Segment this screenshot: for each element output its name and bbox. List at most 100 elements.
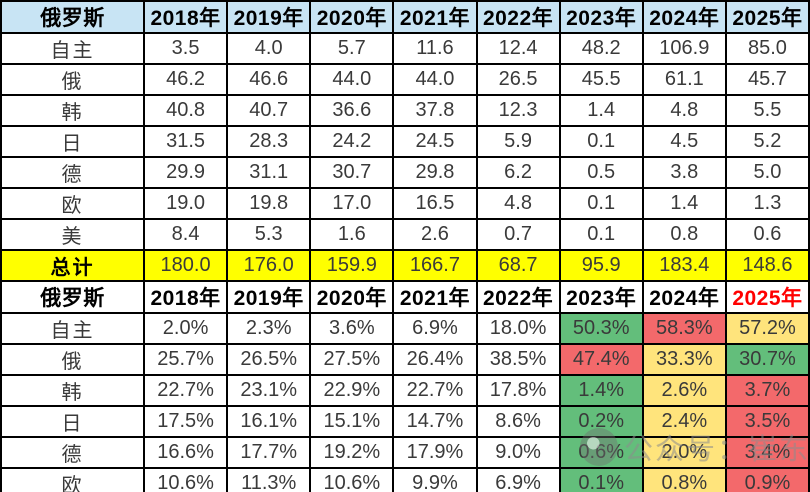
table-row: 德 16.6% 17.7% 19.2% 17.9% 9.0% 0.6% 2.0% 3.4%: [0, 436, 810, 469]
value-cell: 11.3%: [226, 467, 312, 492]
value-cell: 22.9%: [309, 374, 395, 407]
value-cell: 5.9: [475, 125, 561, 158]
year-column-header: 2024年: [641, 0, 727, 34]
value-cell: 6.9%: [475, 467, 561, 492]
year-column-header: 2021年: [392, 0, 478, 34]
value-cell: 26.5%: [226, 343, 312, 376]
value-cell: 2.4%: [641, 405, 727, 438]
year-column-header: 2024年: [641, 280, 727, 314]
value-cell: 0.1: [558, 187, 644, 220]
value-cell: 8.4: [142, 218, 229, 251]
value-cell: 24.5: [392, 125, 478, 158]
year-column-header: 2025年: [724, 280, 810, 314]
value-cell: 5.7: [309, 32, 395, 65]
value-cell: 17.7%: [226, 436, 312, 469]
row-label: 美: [0, 218, 145, 251]
value-cell: 47.4%: [558, 343, 644, 376]
year-column-header: 2020年: [309, 0, 395, 34]
value-cell: 0.1%: [558, 467, 644, 492]
year-column-header: 2018年: [142, 280, 229, 314]
value-cell: 9.9%: [392, 467, 478, 492]
table-row: 德 29.9 31.1 30.7 29.8 6.2 0.5 3.8 5.0: [0, 156, 810, 189]
value-cell: 0.5: [558, 156, 644, 189]
value-cell: 37.8: [392, 94, 478, 127]
table-row: 欧 10.6% 11.3% 10.6% 9.9% 6.9% 0.1% 0.8% 0.9%: [0, 467, 810, 492]
value-cell: 3.7%: [724, 374, 810, 407]
year-column-header: 2022年: [475, 0, 561, 34]
row-label: 总计: [0, 249, 145, 282]
value-cell: 0.1: [558, 125, 644, 158]
year-column-header: 2021年: [392, 280, 478, 314]
value-cell: 45.7: [724, 63, 810, 96]
value-cell: 30.7: [309, 156, 395, 189]
year-column-header: 2025年: [724, 0, 810, 34]
header-row: 俄罗斯 2018年 2019年 2020年 2021年 2022年 2023年 2024年 20…: [0, 0, 810, 34]
value-cell: 176.0: [226, 249, 312, 282]
value-cell: 44.0: [309, 63, 395, 96]
table-row: 自主 2.0% 2.3% 3.6% 6.9% 18.0% 50.3% 58.3% 57.2%: [0, 312, 810, 345]
table-row: 总计 180.0 176.0 159.9 166.7 68.7 95.9 183.4 148.6: [0, 249, 810, 282]
value-cell: 95.9: [558, 249, 644, 282]
value-cell: 23.1%: [226, 374, 312, 407]
value-cell: 24.2: [309, 125, 395, 158]
value-cell: 17.5%: [142, 405, 229, 438]
value-cell: 18.0%: [475, 312, 561, 345]
value-cell: 5.5: [724, 94, 810, 127]
value-cell: 29.9: [142, 156, 229, 189]
year-column-header: 2020年: [309, 280, 395, 314]
value-cell: 3.5%: [724, 405, 810, 438]
value-cell: 14.7%: [392, 405, 478, 438]
value-cell: 12.4: [475, 32, 561, 65]
value-cell: 3.8: [641, 156, 727, 189]
year-column-header: 2019年: [226, 0, 312, 34]
row-label: 日: [0, 405, 145, 438]
value-cell: 2.6: [392, 218, 478, 251]
value-cell: 19.2%: [309, 436, 395, 469]
row-label: 欧: [0, 467, 145, 492]
header-row: 俄罗斯 2018年 2019年 2020年 2021年 2022年 2023年 2024年 20…: [0, 280, 810, 314]
value-cell: 45.5: [558, 63, 644, 96]
value-cell: 31.5: [142, 125, 229, 158]
value-cell: 19.0: [142, 187, 229, 220]
value-cell: 3.4%: [724, 436, 810, 469]
table-title-cell: 俄罗斯: [0, 0, 145, 34]
year-column-header: 2018年: [142, 0, 229, 34]
value-cell: 17.9%: [392, 436, 478, 469]
value-cell: 50.3%: [558, 312, 644, 345]
value-cell: 68.7: [475, 249, 561, 282]
value-cell: 4.8: [641, 94, 727, 127]
row-label: 德: [0, 156, 145, 189]
value-cell: 2.0%: [142, 312, 229, 345]
value-cell: 26.5: [475, 63, 561, 96]
value-cell: 30.7%: [724, 343, 810, 376]
value-cell: 0.1: [558, 218, 644, 251]
value-cell: 0.8%: [641, 467, 727, 492]
table-row: 韩 40.8 40.7 36.6 37.8 12.3 1.4 4.8 5.5: [0, 94, 810, 127]
year-column-header: 2023年: [558, 0, 644, 34]
value-cell: 0.7: [475, 218, 561, 251]
value-cell: 22.7%: [392, 374, 478, 407]
value-cell: 0.2%: [558, 405, 644, 438]
value-cell: 48.2: [558, 32, 644, 65]
value-cell: 40.7: [226, 94, 312, 127]
value-cell: 159.9: [309, 249, 395, 282]
value-cell: 2.6%: [641, 374, 727, 407]
value-cell: 16.6%: [142, 436, 229, 469]
value-cell: 106.9: [641, 32, 727, 65]
value-cell: 46.6: [226, 63, 312, 96]
value-cell: 9.0%: [475, 436, 561, 469]
value-cell: 4.0: [226, 32, 312, 65]
value-cell: 38.5%: [475, 343, 561, 376]
row-label: 俄: [0, 343, 145, 376]
row-label: 俄: [0, 63, 145, 96]
row-label: 德: [0, 436, 145, 469]
row-label: 自主: [0, 32, 145, 65]
value-cell: 22.7%: [142, 374, 229, 407]
value-cell: 16.1%: [226, 405, 312, 438]
year-column-header: 2022年: [475, 280, 561, 314]
table-row: 欧 19.0 19.8 17.0 16.5 4.8 0.1 1.4 1.3: [0, 187, 810, 220]
table-row: 日 31.5 28.3 24.2 24.5 5.9 0.1 4.5 5.2: [0, 125, 810, 158]
value-cell: 17.0: [309, 187, 395, 220]
